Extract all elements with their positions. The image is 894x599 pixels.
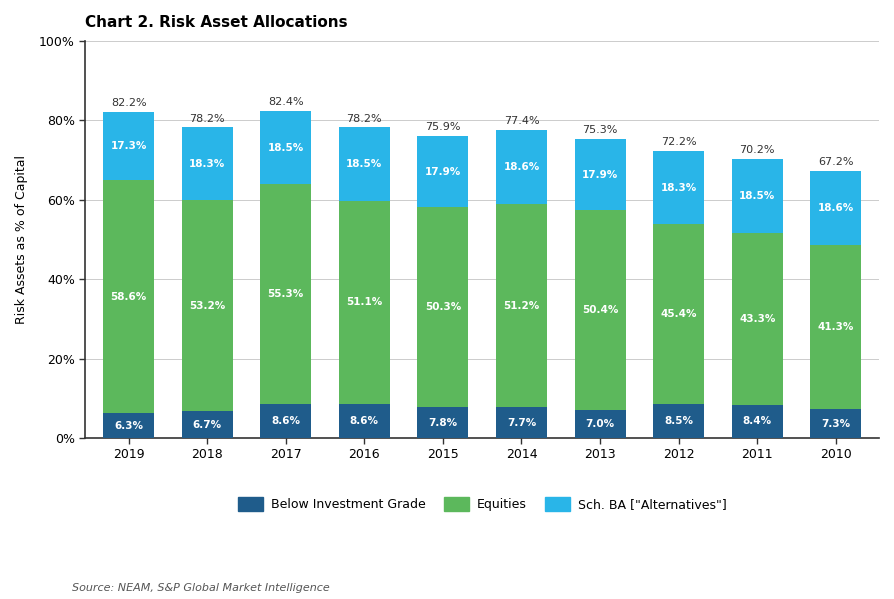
Bar [731, 233, 783, 405]
Bar [731, 405, 783, 438]
Text: 18.5%: 18.5% [267, 143, 304, 153]
Bar [181, 200, 232, 412]
Text: 43.3%: 43.3% [739, 314, 775, 323]
Bar [575, 410, 626, 438]
Bar [103, 413, 154, 438]
Text: 7.8%: 7.8% [428, 418, 458, 428]
Text: 18.3%: 18.3% [661, 183, 696, 193]
Bar [575, 210, 626, 410]
Text: 58.6%: 58.6% [111, 292, 147, 302]
Bar [103, 111, 154, 180]
Bar [496, 130, 547, 204]
Text: 55.3%: 55.3% [267, 289, 304, 299]
Legend: Below Investment Grade, Equities, Sch. BA ["Alternatives"]: Below Investment Grade, Equities, Sch. B… [233, 492, 731, 516]
Bar [496, 407, 547, 438]
Text: Chart 2. Risk Asset Allocations: Chart 2. Risk Asset Allocations [86, 15, 348, 30]
Text: 7.0%: 7.0% [586, 419, 614, 429]
Bar [103, 180, 154, 413]
Text: Source: NEAM, S&P Global Market Intelligence: Source: NEAM, S&P Global Market Intellig… [72, 583, 329, 593]
Bar [339, 404, 390, 438]
Text: 53.2%: 53.2% [189, 301, 225, 311]
Bar [810, 245, 861, 409]
Text: 17.9%: 17.9% [425, 167, 461, 177]
Text: 18.3%: 18.3% [189, 159, 225, 169]
Text: 78.2%: 78.2% [347, 113, 382, 123]
Text: 6.7%: 6.7% [192, 420, 222, 429]
Text: 50.3%: 50.3% [425, 302, 461, 312]
Bar [810, 171, 861, 245]
Bar [339, 201, 390, 404]
Text: 82.2%: 82.2% [111, 98, 147, 108]
Text: 72.2%: 72.2% [661, 137, 696, 147]
Text: 45.4%: 45.4% [661, 309, 697, 319]
Text: 51.1%: 51.1% [346, 298, 383, 307]
Text: 6.3%: 6.3% [114, 420, 143, 431]
Bar [339, 128, 390, 201]
Bar [417, 207, 468, 407]
Text: 17.3%: 17.3% [111, 141, 147, 151]
Text: 50.4%: 50.4% [582, 305, 619, 315]
Bar [417, 136, 468, 207]
Text: 8.6%: 8.6% [350, 416, 379, 426]
Bar [260, 184, 311, 404]
Text: 8.5%: 8.5% [664, 416, 693, 426]
Bar [654, 224, 704, 404]
Text: 41.3%: 41.3% [818, 322, 854, 332]
Text: 75.9%: 75.9% [426, 122, 460, 132]
Bar [654, 152, 704, 224]
Bar [731, 159, 783, 233]
Text: 18.6%: 18.6% [818, 203, 854, 213]
Text: 70.2%: 70.2% [739, 146, 775, 155]
Y-axis label: Risk Assets as % of Capital: Risk Assets as % of Capital [15, 155, 28, 324]
Text: 77.4%: 77.4% [503, 116, 539, 126]
Text: 8.4%: 8.4% [743, 416, 772, 426]
Text: 18.5%: 18.5% [739, 191, 775, 201]
Bar [417, 407, 468, 438]
Bar [260, 111, 311, 184]
Text: 78.2%: 78.2% [190, 113, 225, 123]
Text: 18.5%: 18.5% [346, 159, 383, 169]
Bar [654, 404, 704, 438]
Text: 82.4%: 82.4% [268, 97, 304, 107]
Text: 8.6%: 8.6% [271, 416, 300, 426]
Text: 67.2%: 67.2% [818, 157, 854, 167]
Bar [181, 412, 232, 438]
Bar [181, 128, 232, 200]
Bar [260, 404, 311, 438]
Bar [810, 409, 861, 438]
Text: 7.7%: 7.7% [507, 418, 536, 428]
Text: 18.6%: 18.6% [503, 162, 540, 172]
Text: 17.9%: 17.9% [582, 170, 618, 180]
Bar [496, 204, 547, 407]
Text: 51.2%: 51.2% [503, 301, 540, 311]
Text: 75.3%: 75.3% [582, 125, 618, 135]
Bar [575, 139, 626, 210]
Text: 7.3%: 7.3% [822, 419, 850, 428]
